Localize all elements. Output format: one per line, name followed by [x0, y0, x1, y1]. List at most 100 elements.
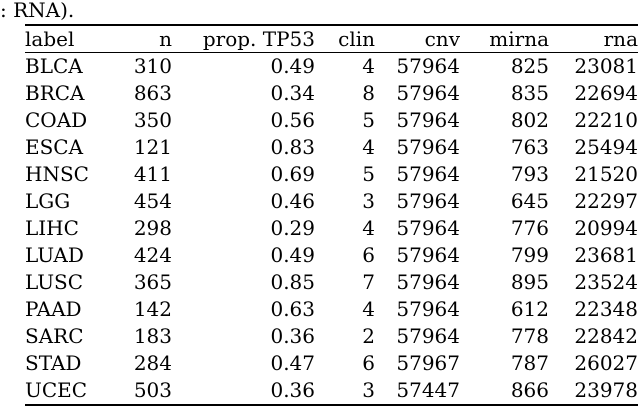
cell-mirna: 645: [510, 189, 549, 213]
cell-mirna: 835: [510, 81, 549, 105]
cell-n: 411: [133, 162, 172, 186]
cell-label: LGG: [25, 189, 71, 213]
cell-rna: 25494: [574, 135, 638, 159]
cell-prop-tp53: 0.47: [270, 351, 315, 375]
cell-rna: 23681: [574, 243, 638, 267]
cell-rna: 22297: [574, 189, 638, 213]
col-header-clin: clin: [338, 27, 375, 51]
col-header-prop-tp53: prop. TP53: [202, 27, 315, 51]
cell-prop-tp53: 0.83: [270, 135, 315, 159]
cell-clin: 4: [362, 54, 375, 78]
cell-cnv: 57964: [396, 297, 460, 321]
cell-label: ESCA: [25, 135, 84, 159]
cell-cnv: 57964: [396, 324, 460, 348]
cell-label: BLCA: [25, 54, 83, 78]
cell-prop-tp53: 0.49: [270, 243, 315, 267]
cell-n: 350: [133, 108, 172, 132]
cell-cnv: 57964: [396, 81, 460, 105]
table-row: LIHC 298 0.29 4 57964 776 20994: [25, 215, 638, 242]
cell-clin: 4: [362, 135, 375, 159]
cell-n: 121: [133, 135, 172, 159]
table-row: HNSC 411 0.69 5 57964 793 21520: [25, 161, 638, 188]
cell-clin: 4: [362, 216, 375, 240]
cell-prop-tp53: 0.36: [270, 324, 315, 348]
cell-cnv: 57447: [396, 378, 460, 402]
table-row: BRCA 863 0.34 8 57964 835 22694: [25, 80, 638, 107]
col-header-label: label: [25, 27, 75, 51]
cell-mirna: 612: [510, 297, 549, 321]
cell-label: LUSC: [25, 270, 84, 294]
cell-rna: 23081: [574, 54, 638, 78]
cell-n: 142: [133, 297, 172, 321]
cell-clin: 7: [362, 270, 375, 294]
cell-n: 454: [133, 189, 172, 213]
cell-n: 183: [133, 324, 172, 348]
cell-rna: 22694: [574, 81, 638, 105]
cell-prop-tp53: 0.63: [270, 297, 315, 321]
table-row: BLCA 310 0.49 4 57964 825 23081: [25, 53, 638, 81]
cell-rna: 22348: [574, 297, 638, 321]
cell-label: STAD: [25, 351, 82, 375]
table-row: LUAD 424 0.49 6 57964 799 23681: [25, 242, 638, 269]
cell-rna: 20994: [574, 216, 638, 240]
table-row: ESCA 121 0.83 4 57964 763 25494: [25, 134, 638, 161]
cell-rna: 23524: [574, 270, 638, 294]
cell-n: 503: [133, 378, 172, 402]
cell-rna: 22210: [574, 108, 638, 132]
cell-rna: 23978: [574, 378, 638, 402]
cell-cnv: 57964: [396, 54, 460, 78]
cell-n: 365: [133, 270, 172, 294]
cell-clin: 3: [362, 378, 375, 402]
cell-cnv: 57964: [396, 108, 460, 132]
cell-prop-tp53: 0.29: [270, 216, 315, 240]
col-header-n: n: [159, 27, 172, 51]
cell-clin: 8: [362, 81, 375, 105]
table-row: LUSC 365 0.85 7 57964 895 23524: [25, 269, 638, 296]
cell-clin: 6: [362, 351, 375, 375]
cell-mirna: 793: [510, 162, 549, 186]
cell-clin: 6: [362, 243, 375, 267]
cell-clin: 5: [362, 162, 375, 186]
cell-cnv: 57964: [396, 135, 460, 159]
cell-cnv: 57964: [396, 189, 460, 213]
table-row: COAD 350 0.56 5 57964 802 22210: [25, 107, 638, 134]
cell-rna: 22842: [574, 324, 638, 348]
cell-mirna: 802: [510, 108, 549, 132]
cell-cnv: 57964: [396, 216, 460, 240]
cell-mirna: 787: [510, 351, 549, 375]
table-row: LGG 454 0.46 3 57964 645 22297: [25, 188, 638, 215]
cell-n: 284: [133, 351, 172, 375]
cell-clin: 2: [362, 324, 375, 348]
cell-prop-tp53: 0.49: [270, 54, 315, 78]
cell-mirna: 778: [510, 324, 549, 348]
cell-cnv: 57967: [396, 351, 460, 375]
cell-n: 298: [133, 216, 172, 240]
cell-prop-tp53: 0.69: [270, 162, 315, 186]
cell-cnv: 57964: [396, 162, 460, 186]
cell-prop-tp53: 0.34: [270, 81, 315, 105]
cell-clin: 5: [362, 108, 375, 132]
cell-label: LIHC: [25, 216, 79, 240]
cell-rna: 26027: [574, 351, 638, 375]
cell-label: UCEC: [25, 378, 88, 402]
col-header-cnv: cnv: [424, 27, 460, 51]
cell-cnv: 57964: [396, 270, 460, 294]
cell-prop-tp53: 0.85: [270, 270, 315, 294]
cell-n: 310: [133, 54, 172, 78]
table-row: STAD 284 0.47 6 57967 787 26027: [25, 350, 638, 377]
col-header-rna: rna: [603, 27, 638, 51]
cell-label: COAD: [25, 108, 88, 132]
cell-label: BRCA: [25, 81, 85, 105]
cell-mirna: 825: [510, 54, 549, 78]
cell-prop-tp53: 0.36: [270, 378, 315, 402]
cell-label: HNSC: [25, 162, 89, 186]
cell-cnv: 57964: [396, 243, 460, 267]
cell-n: 424: [133, 243, 172, 267]
cell-clin: 3: [362, 189, 375, 213]
table-header-row: label n prop. TP53 clin cnv mirna rna: [25, 25, 638, 53]
cell-label: SARC: [25, 324, 84, 348]
cell-mirna: 866: [510, 378, 549, 402]
table-row: SARC 183 0.36 2 57964 778 22842: [25, 323, 638, 350]
table-row: UCEC 503 0.36 3 57447 866 23978: [25, 377, 638, 405]
